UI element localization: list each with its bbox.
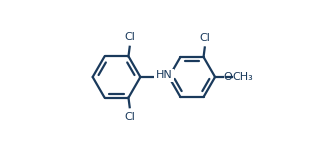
Text: Cl: Cl: [125, 111, 135, 122]
Text: Cl: Cl: [200, 33, 211, 43]
Text: Cl: Cl: [125, 32, 135, 43]
Text: CH₃: CH₃: [232, 72, 253, 82]
Text: HN: HN: [155, 71, 172, 80]
Text: O: O: [223, 72, 232, 82]
